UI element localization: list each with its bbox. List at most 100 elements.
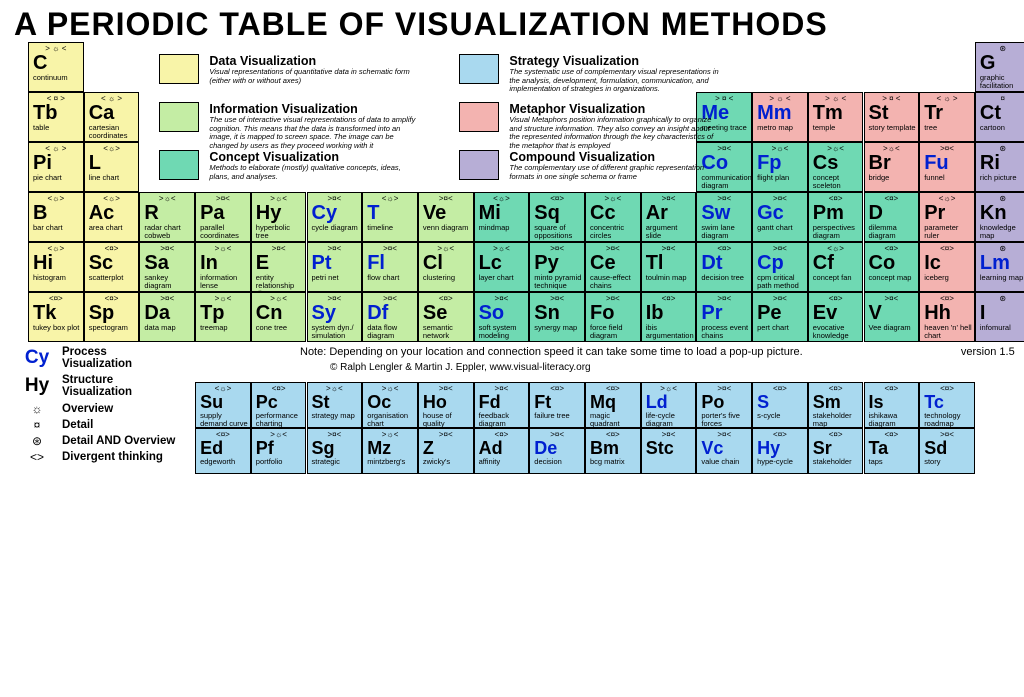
viz-cell-lm[interactable]: ⊛Lmlearning map [975,242,1024,292]
cell-symbol: Hh [922,303,972,323]
viz-cell-cc[interactable]: >☼<Ccconcentric circles [585,192,641,242]
viz-cell-co[interactable]: <¤>Coconcept map [864,242,920,292]
viz-cell-l[interactable]: <☼>Lline chart [84,142,140,192]
viz-cell-st[interactable]: > ¤ <Ststory template [864,92,920,142]
viz-cell-pt[interactable]: >¤<Ptpetri net [307,242,363,292]
viz-cell-ct[interactable]: ¤Ctcartoon [975,92,1024,142]
viz-cell-hy[interactable]: >☼<Hyhyperbolic tree [251,192,307,242]
viz-cell-hh[interactable]: <¤>Hhheaven 'n' hell chart [919,292,975,342]
viz-cell-is[interactable]: <¤>Isishikawa diagram [864,382,920,428]
viz-cell-stc[interactable]: >¤<Stc [641,428,697,474]
viz-cell-i[interactable]: ⊛Iinfomural [975,292,1024,342]
viz-cell-cl[interactable]: >☼<Clclustering [418,242,474,292]
viz-cell-pc[interactable]: <¤>Pcperformance charting [251,382,307,428]
viz-cell-se[interactable]: <¤>Sesemantic network [418,292,474,342]
viz-cell-r[interactable]: >☼<Rradar chart cobweb [139,192,195,242]
viz-cell-pf[interactable]: >☼<Pfportfolio [251,428,307,474]
viz-cell-t[interactable]: <☼>Ttimeline [362,192,418,242]
viz-cell-ic[interactable]: <¤>Iciceberg [919,242,975,292]
viz-cell-sw[interactable]: >¤<Swswim lane diagram [696,192,752,242]
viz-cell-mz[interactable]: >☼<Mzmintzberg's [362,428,418,474]
viz-cell-pi[interactable]: < ☼ >Pipie chart [28,142,84,192]
cell-name: edgeworth [198,457,248,466]
viz-cell-pa[interactable]: >¤<Paparallel coordinates [195,192,251,242]
viz-cell-e[interactable]: >¤<Eentity relationship diagram [251,242,307,292]
viz-cell-ve[interactable]: >¤<Vevenn diagram [418,192,474,242]
viz-cell-s[interactable]: <¤>Ss-cycle [752,382,808,428]
viz-cell-pe[interactable]: >¤<Pepert chart [752,292,808,342]
viz-cell-cy[interactable]: >¤<Cycycle diagram [307,192,363,242]
viz-cell-tb[interactable]: < ¤ >Tbtable [28,92,84,142]
viz-cell-cn[interactable]: >☼<Cncone tree [251,292,307,342]
viz-cell-hy[interactable]: <¤>Hyhype-cycle [752,428,808,474]
viz-cell-df[interactable]: >¤<Dfdata flow diagram [362,292,418,342]
viz-cell-mm[interactable]: > ☼ <Mmmetro map [752,92,808,142]
viz-cell-fl[interactable]: >¤<Flflow chart [362,242,418,292]
viz-cell-ar[interactable]: >¤<Arargument slide [641,192,697,242]
viz-cell-tr[interactable]: < ☼ >Trtree [919,92,975,142]
viz-cell-br[interactable]: >☼<Brbridge [864,142,920,192]
viz-cell-st[interactable]: >☼<Ststrategy map [307,382,363,428]
viz-cell-ed[interactable]: <¤>Ededgeworth [195,428,251,474]
viz-cell-ld[interactable]: >☼<Ldlife-cycle diagram [641,382,697,428]
viz-cell-sa[interactable]: >¤<Sasankey diagram [139,242,195,292]
viz-cell-ri[interactable]: ⊛Ririch picture [975,142,1024,192]
viz-cell-bm[interactable]: <¤>Bmbcg matrix [585,428,641,474]
viz-cell-cs[interactable]: >☼<Csconcept sceleton [808,142,864,192]
viz-cell-in[interactable]: >☼<Ininformation lense [195,242,251,292]
viz-cell-sq[interactable]: <¤>Sqsquare of oppositions [529,192,585,242]
viz-cell-tm[interactable]: > ☼ <Tmtemple [808,92,864,142]
viz-cell-ad[interactable]: <¤>Adaffinity [474,428,530,474]
viz-cell-mi[interactable]: <☼>Mimindmap [474,192,530,242]
viz-cell-cf[interactable]: <☼>Cfconcept fan [808,242,864,292]
viz-cell-pm[interactable]: <¤>Pmperspectives diagram [808,192,864,242]
viz-cell-de[interactable]: >¤<Dedecision [529,428,585,474]
viz-cell-mq[interactable]: <¤>Mqmagic quadrant [585,382,641,428]
viz-cell-ca[interactable]: < ☼ >Cacartesian coordinates [84,92,140,142]
viz-cell-sn[interactable]: >¤<Snsynergy map [529,292,585,342]
viz-cell-sy[interactable]: >¤<Sysystem dyn./ simulation [307,292,363,342]
viz-cell-fd[interactable]: >¤<Fdfeedback diagram [474,382,530,428]
viz-cell-tk[interactable]: <¤>Tktukey box plot [28,292,84,342]
viz-cell-oc[interactable]: >☼<Ocorganisation chart [362,382,418,428]
viz-cell-hi[interactable]: <☼>Hihistogram [28,242,84,292]
viz-cell-sr[interactable]: <¤>Srstakeholder [808,428,864,474]
viz-cell-ce[interactable]: >¤<Cecause-effect chains [585,242,641,292]
viz-cell-tp[interactable]: >☼<Tptreemap [195,292,251,342]
viz-cell-kn[interactable]: ⊛Knknowledge map [975,192,1024,242]
viz-cell-z[interactable]: >¤<Zzwicky's [418,428,474,474]
viz-cell-b[interactable]: <☼>Bbar chart [28,192,84,242]
viz-cell-cp[interactable]: >¤<Cpcpm critical path method [752,242,808,292]
viz-cell-c[interactable]: > ☼ <Ccontinuum [28,42,84,92]
viz-cell-lc[interactable]: >☼<Lclayer chart [474,242,530,292]
viz-cell-sp[interactable]: <¤>Spspectogram [84,292,140,342]
viz-cell-sg[interactable]: >¤<Sgstrategic [307,428,363,474]
viz-cell-da[interactable]: >¤<Dadata map [139,292,195,342]
viz-cell-vc[interactable]: >¤<Vcvalue chain [696,428,752,474]
viz-cell-ac[interactable]: <☼>Acarea chart [84,192,140,242]
viz-cell-fp[interactable]: >☼<Fpflight plan [752,142,808,192]
viz-cell-pr[interactable]: <☼>Prparameter ruler [919,192,975,242]
viz-cell-ft[interactable]: <¤>Ftfailure tree [529,382,585,428]
viz-cell-ev[interactable]: <¤>Evevocative knowledge map [808,292,864,342]
viz-cell-sc[interactable]: <¤>Scscatterplot [84,242,140,292]
viz-cell-tl[interactable]: >¤<Tltoulmin map [641,242,697,292]
viz-cell-tc[interactable]: <¤>Tctechnology roadmap [919,382,975,428]
viz-cell-g[interactable]: ⊛Ggraphic facilitation [975,42,1024,92]
viz-cell-fo[interactable]: >¤<Foforce field diagram [585,292,641,342]
viz-cell-sm[interactable]: <¤>Smstakeholder map [808,382,864,428]
viz-cell-v[interactable]: >¤<VVee diagram [864,292,920,342]
viz-cell-d[interactable]: <¤>Ddilemma diagram [864,192,920,242]
viz-cell-ib[interactable]: <¤>Ibibis argumentation map [641,292,697,342]
viz-cell-dt[interactable]: <¤>Dtdecision tree [696,242,752,292]
viz-cell-fu[interactable]: >¤<Fufunnel [919,142,975,192]
viz-cell-su[interactable]: <☼>Susupply demand curve [195,382,251,428]
viz-cell-sd[interactable]: >¤<Sdstory [919,428,975,474]
viz-cell-so[interactable]: >¤<Sosoft system modeling [474,292,530,342]
viz-cell-py[interactable]: >¤<Pyminto pyramid technique [529,242,585,292]
viz-cell-gc[interactable]: >¤<Gcgantt chart [752,192,808,242]
viz-cell-pr[interactable]: >¤<Prprocess event chains [696,292,752,342]
viz-cell-ho[interactable]: >¤<Hohouse of quality [418,382,474,428]
viz-cell-po[interactable]: >¤<Poporter's five forces [696,382,752,428]
viz-cell-ta[interactable]: <¤>Tataps [864,428,920,474]
